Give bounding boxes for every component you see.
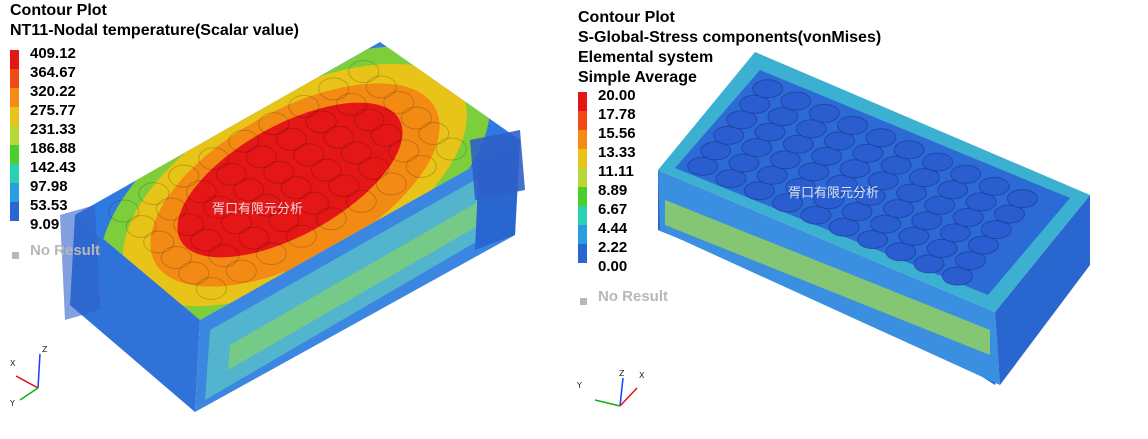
legend-swatch [578,225,587,244]
legend-value: 231.33 [30,122,76,138]
cell-outline [923,153,953,171]
legend-value: 4.44 [598,221,627,237]
right-title-line-3: Elemental system [578,48,713,67]
no-result-label: No Result [30,242,100,259]
no-result-swatch [12,252,19,259]
watermark: 胥口有限元分析 [788,182,879,201]
triad-z-label: Z [42,345,48,354]
cell-outline [1007,190,1037,208]
triad-x-label: X [639,371,645,380]
legend-swatch [10,88,19,107]
legend-swatch [10,202,19,221]
legend-value: 2.22 [598,240,627,256]
triad-y-label: Y [9,399,15,408]
legend-swatch [10,69,19,88]
legend-value: 320.22 [30,84,76,100]
legend-value: 53.53 [30,198,68,214]
legend-swatch [10,50,19,69]
cell-outline [894,141,924,159]
cell-outline [866,129,896,147]
legend-value: 409.12 [30,46,76,62]
legend-value: 20.00 [598,88,636,104]
cell-outline [979,177,1009,195]
temperature-contour-panel: Contour Plot NT11-Nodal temperature(Scal… [0,0,560,439]
legend-value: 186.88 [30,141,76,157]
triad-y-label: Y [576,381,582,390]
legend-value: 142.43 [30,160,76,176]
legend-value: 0.00 [598,259,627,275]
watermark: 胥口有限元分析 [212,198,303,217]
legend-swatch [578,130,587,149]
legend-value: 17.78 [598,107,636,123]
legend-value: 6.67 [598,202,627,218]
legend-swatch [10,107,19,126]
axis-triad[interactable]: Z X Y [8,340,68,410]
legend-swatch [578,206,587,225]
legend-swatch [10,145,19,164]
triad-x-label: X [10,359,16,368]
cell-outline [838,116,868,134]
legend-swatch [578,244,587,263]
triad-z-label: Z [619,369,625,378]
left-title-line-2: NT11-Nodal temperature(Scalar value) [10,21,299,40]
right-title-line-1: Contour Plot [578,8,675,27]
legend-swatch [578,168,587,187]
axis-triad[interactable]: Z X Y [575,368,655,418]
legend-swatch [10,183,19,202]
left-title-line-1: Contour Plot [10,1,107,20]
legend-swatch [578,92,587,111]
right-title-line-2: S-Global-Stress components(vonMises) [578,28,881,47]
right-title-line-4: Simple Average [578,68,697,87]
battery-pack-temperature-model[interactable] [0,0,560,439]
cell-outline [951,165,981,183]
stress-contour-panel: Contour Plot S-Global-Stress components(… [570,0,1148,439]
cell-outline [781,92,811,110]
legend-value: 275.77 [30,103,76,119]
legend-swatch [578,111,587,130]
legend-swatch [578,149,587,168]
legend-value: 9.09 [30,217,59,233]
legend-swatch [10,164,19,183]
legend-value: 97.98 [30,179,68,195]
legend-swatch [10,126,19,145]
legend-value: 13.33 [598,145,636,161]
cell-outline [753,80,783,98]
legend-swatch [578,187,587,206]
legend-value: 15.56 [598,126,636,142]
legend-value: 11.11 [598,164,634,180]
legend-value: 364.67 [30,65,76,81]
no-result-swatch [580,298,587,305]
no-result-label: No Result [598,288,668,305]
cell-outline [809,104,839,122]
legend-value: 8.89 [598,183,627,199]
